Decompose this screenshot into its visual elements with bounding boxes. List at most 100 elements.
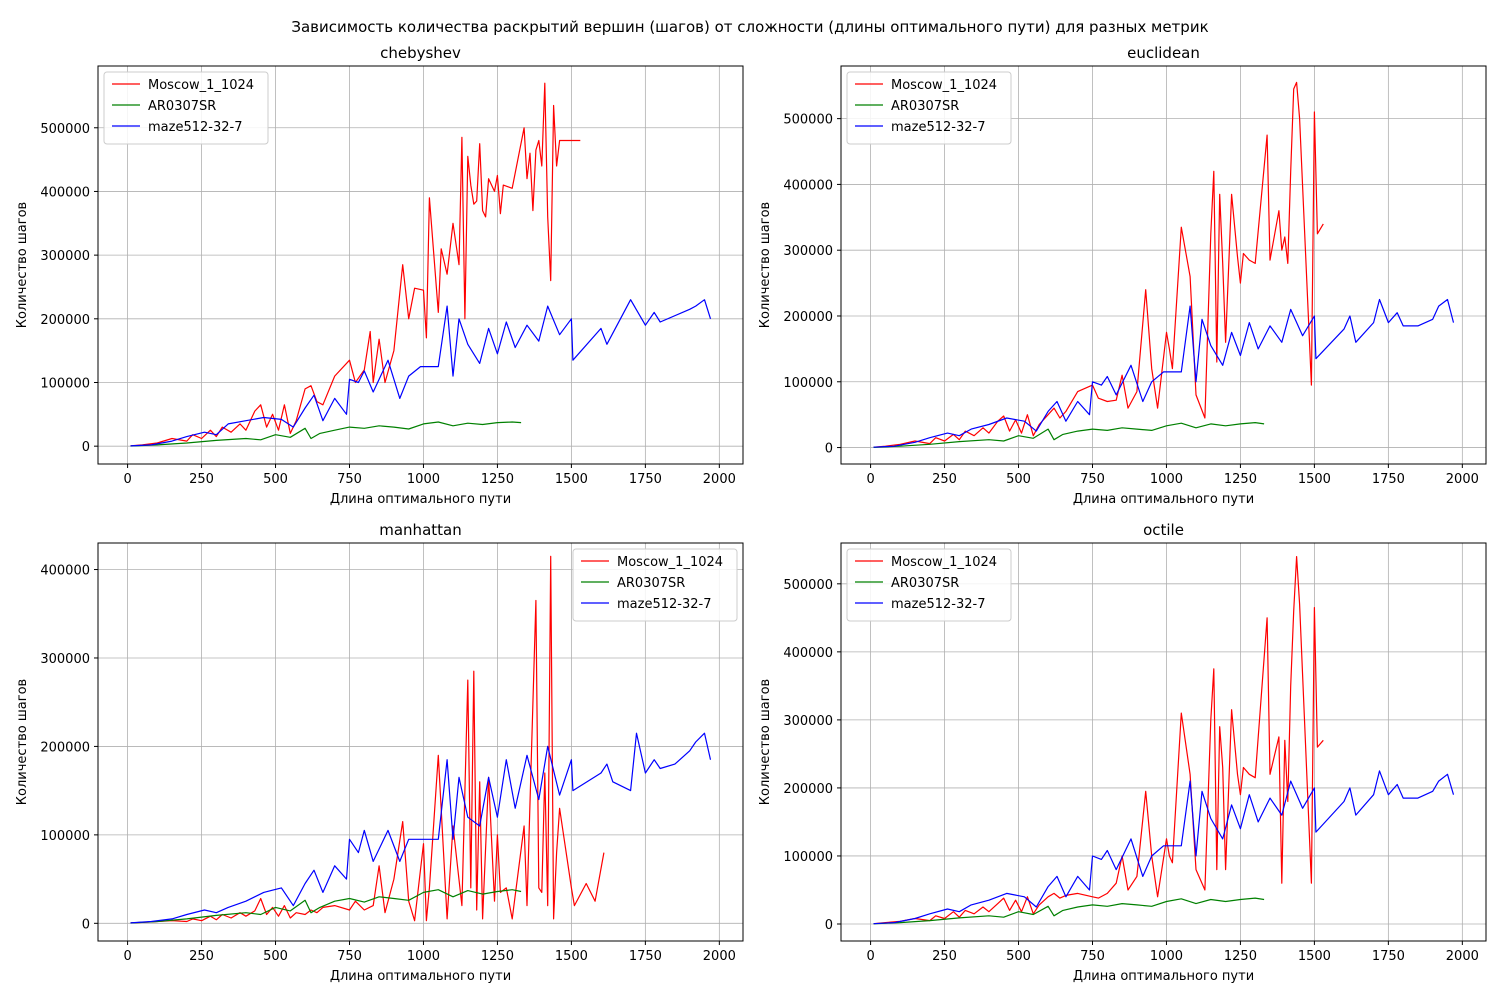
- y-tick-label: 100000: [783, 850, 833, 865]
- y-tick-label: 0: [82, 917, 90, 932]
- figure-suptitle: Зависимость количества раскрытий вершин …: [291, 18, 1208, 36]
- y-tick-label: 500000: [40, 122, 90, 137]
- x-tick-label: 0: [866, 949, 874, 964]
- axes-frame: [97, 542, 744, 942]
- y-tick-label: 0: [82, 440, 90, 455]
- x-tick-label: 750: [1080, 472, 1105, 487]
- legend-label-AR0307SR: AR0307SR: [891, 99, 959, 114]
- x-tick-label: 0: [123, 472, 131, 487]
- y-axis-label: Количество шагов: [758, 202, 773, 328]
- x-tick-label: 750: [337, 472, 362, 487]
- legend-label-Moscow_1_1024: Moscow_1_1024: [891, 78, 997, 93]
- y-tick-label: 0: [825, 442, 833, 457]
- x-tick-label: 1750: [1372, 949, 1405, 964]
- series-line-maze512-32-7: [130, 299, 712, 447]
- y-tick-label: 100000: [40, 376, 90, 391]
- y-tick-label: 200000: [783, 782, 833, 797]
- y-tick-label: 300000: [40, 249, 90, 264]
- axes-frame: [840, 65, 1487, 465]
- x-tick-label: 1500: [555, 949, 588, 964]
- x-tick-label: 500: [1006, 472, 1031, 487]
- x-tick-label: 2000: [703, 949, 736, 964]
- x-axis-label: Длина оптимального пути: [1073, 969, 1254, 984]
- y-axis-label: Количество шагов: [15, 679, 30, 805]
- x-tick-label: 750: [1080, 949, 1105, 964]
- x-tick-label: 250: [932, 472, 957, 487]
- x-tick-label: 1250: [1224, 949, 1257, 964]
- legend: Moscow_1_1024 AR0307SR maze512-32-7: [572, 548, 738, 622]
- y-tick-label: 200000: [40, 740, 90, 755]
- y-tick-label: 400000: [783, 178, 833, 193]
- legend-label-AR0307SR: AR0307SR: [148, 99, 216, 114]
- x-tick-label: 250: [932, 949, 957, 964]
- series-line-Moscow_1_1024: [130, 82, 581, 447]
- x-tick-label: 1000: [407, 949, 440, 964]
- x-tick-label: 1000: [1150, 949, 1183, 964]
- x-tick-label: 1000: [407, 472, 440, 487]
- legend: Moscow_1_1024 AR0307SR maze512-32-7: [846, 548, 1012, 622]
- legend-box: [103, 71, 269, 145]
- y-tick-label: 400000: [40, 564, 90, 579]
- series-line-Moscow_1_1024: [873, 81, 1324, 448]
- subplot-manhattan: 0 250 500 750 1000 1250 1500 1750 2000 0 100000 200…: [15, 521, 744, 984]
- legend-box: [572, 548, 738, 622]
- y-tick-label: 500000: [783, 113, 833, 128]
- series-line-AR0307SR: [130, 421, 522, 447]
- x-tick-label: 0: [866, 472, 874, 487]
- legend-box: [846, 548, 1012, 622]
- series-line-maze512-32-7: [873, 298, 1455, 448]
- legend-label-AR0307SR: AR0307SR: [617, 576, 685, 591]
- y-tick-label: 300000: [783, 244, 833, 259]
- series-line-AR0307SR: [873, 897, 1265, 925]
- x-tick-label: 1250: [1224, 472, 1257, 487]
- x-tick-label: 2000: [1446, 949, 1479, 964]
- subplot-title: manhattan: [379, 521, 461, 539]
- legend: Moscow_1_1024 AR0307SR maze512-32-7: [846, 71, 1012, 145]
- x-tick-label: 250: [189, 472, 214, 487]
- subplot-title: octile: [1143, 521, 1184, 539]
- x-tick-label: 2000: [1446, 472, 1479, 487]
- x-tick-label: 1500: [555, 472, 588, 487]
- subplot-title: chebyshev: [380, 44, 461, 62]
- legend-label-Moscow_1_1024: Moscow_1_1024: [148, 78, 254, 93]
- x-tick-label: 750: [337, 949, 362, 964]
- series-line-maze512-32-7: [873, 770, 1455, 925]
- subplot-title: euclidean: [1127, 44, 1200, 62]
- series-line-AR0307SR: [873, 422, 1265, 448]
- x-axis-label: Длина оптимального пути: [330, 969, 511, 984]
- legend-label-Moscow_1_1024: Moscow_1_1024: [617, 555, 723, 570]
- legend-label-Moscow_1_1024: Moscow_1_1024: [891, 555, 997, 570]
- x-tick-label: 1500: [1298, 472, 1331, 487]
- legend-label-maze512-32-7: maze512-32-7: [891, 597, 985, 612]
- x-tick-label: 500: [263, 949, 288, 964]
- y-axis-label: Количество шагов: [15, 202, 30, 328]
- series-line-maze512-32-7: [130, 732, 712, 924]
- y-tick-label: 400000: [783, 646, 833, 661]
- axes-frame: [840, 542, 1487, 942]
- legend-label-maze512-32-7: maze512-32-7: [891, 120, 985, 135]
- legend: Moscow_1_1024 AR0307SR maze512-32-7: [103, 71, 269, 145]
- y-tick-label: 100000: [40, 829, 90, 844]
- x-tick-label: 1750: [629, 949, 662, 964]
- y-tick-label: 300000: [40, 652, 90, 667]
- x-tick-label: 1250: [481, 472, 514, 487]
- subplot-euclidean: 0 250 500 750 1000 1250 1500 1750 2000 0 100000 200…: [758, 44, 1487, 507]
- x-tick-label: 500: [263, 472, 288, 487]
- x-tick-label: 250: [189, 949, 214, 964]
- x-tick-label: 1750: [1372, 472, 1405, 487]
- x-tick-label: 0: [123, 949, 131, 964]
- x-axis-label: Длина оптимального пути: [330, 492, 511, 507]
- subplots: 0 250 500 750 1000 1250 1500 1750 20000100000200…: [15, 44, 1487, 984]
- series-line-AR0307SR: [130, 889, 522, 924]
- legend-label-maze512-32-7: maze512-32-7: [148, 120, 242, 135]
- subplot-octile: 0 250 500 750 1000 1250 1500 1750 2000 0 100000 200…: [758, 521, 1487, 984]
- x-axis-label: Длина оптимального пути: [1073, 492, 1254, 507]
- x-tick-label: 1000: [1150, 472, 1183, 487]
- y-tick-label: 0: [825, 918, 833, 933]
- legend-label-maze512-32-7: maze512-32-7: [617, 597, 711, 612]
- legend-label-AR0307SR: AR0307SR: [891, 576, 959, 591]
- y-tick-label: 200000: [783, 310, 833, 325]
- y-axis-label: Количество шагов: [758, 679, 773, 805]
